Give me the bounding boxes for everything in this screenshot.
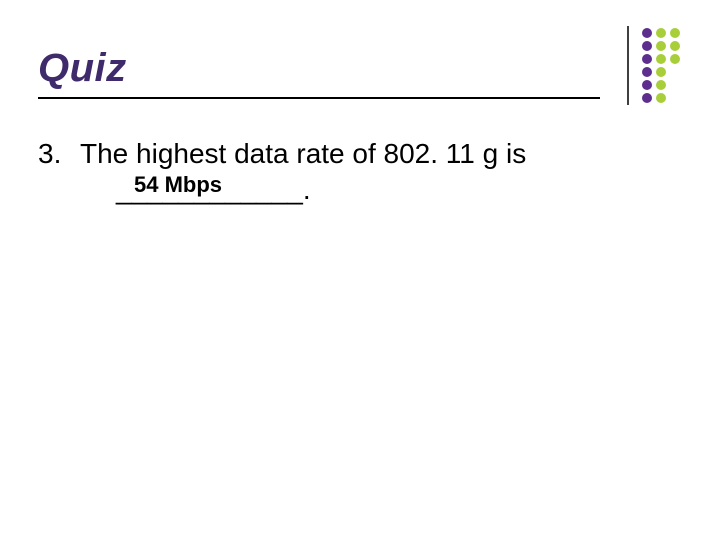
question-number: 3. — [38, 138, 80, 170]
title-underline — [38, 97, 600, 99]
question-text: The highest data rate of 802. 11 g is — [80, 138, 526, 170]
question-line-2: ____________. 54 Mbps — [116, 174, 660, 206]
title-block: Quiz — [38, 46, 600, 99]
slide: Quiz 3. The highest data rate of 802. 11… — [0, 0, 720, 540]
corner-ornament — [626, 26, 684, 110]
question-line-1: 3. The highest data rate of 802. 11 g is — [38, 138, 660, 170]
question-body: 3. The highest data rate of 802. 11 g is… — [38, 138, 660, 206]
dots-icon — [626, 26, 684, 105]
slide-title: Quiz — [38, 46, 600, 91]
answer-text: 54 Mbps — [134, 172, 222, 198]
